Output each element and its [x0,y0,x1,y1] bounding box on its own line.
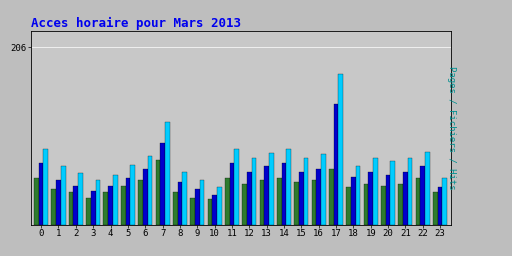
Bar [356,166,360,225]
Bar [91,191,96,225]
Bar [190,198,195,225]
Bar [416,178,420,225]
Bar [329,169,334,225]
Bar [403,172,408,225]
Bar [173,193,178,225]
Bar [138,180,143,225]
Bar [347,187,351,225]
Bar [338,74,343,225]
Bar [56,180,61,225]
Bar [96,180,100,225]
Bar [160,143,165,225]
Bar [442,178,447,225]
Bar [260,180,264,225]
Bar [86,198,91,225]
Bar [398,184,403,225]
Bar [438,187,442,225]
Bar [373,158,378,225]
Bar [156,161,160,225]
Bar [264,166,269,225]
Bar [247,172,252,225]
Bar [178,182,182,225]
Bar [69,193,74,225]
Bar [51,189,56,225]
Bar [269,153,274,225]
Bar [212,195,217,225]
Bar [242,184,247,225]
Bar [364,184,369,225]
Bar [225,178,229,225]
Bar [147,156,152,225]
Bar [277,178,282,225]
Bar [44,149,48,225]
Bar [381,186,386,225]
Y-axis label: Pages / Fichiers / Hits: Pages / Fichiers / Hits [447,66,456,190]
Bar [312,180,316,225]
Bar [304,158,308,225]
Bar [130,165,135,225]
Bar [351,177,356,225]
Text: Acces horaire pour Mars 2013: Acces horaire pour Mars 2013 [31,16,241,29]
Bar [234,149,239,225]
Bar [207,199,212,225]
Bar [425,152,430,225]
Bar [294,182,299,225]
Bar [252,158,257,225]
Bar [165,122,169,225]
Bar [103,193,108,225]
Bar [182,172,187,225]
Bar [299,172,304,225]
Bar [369,172,373,225]
Bar [282,163,286,225]
Bar [74,186,78,225]
Bar [78,173,83,225]
Bar [334,104,338,225]
Bar [386,175,391,225]
Bar [143,169,147,225]
Bar [61,166,66,225]
Bar [286,149,291,225]
Bar [121,186,125,225]
Bar [420,166,425,225]
Bar [125,178,130,225]
Bar [195,189,200,225]
Bar [433,193,438,225]
Bar [108,186,113,225]
Bar [316,169,321,225]
Bar [229,163,234,225]
Bar [34,178,39,225]
Bar [391,161,395,225]
Bar [408,158,413,225]
Bar [321,154,326,225]
Bar [200,180,204,225]
Bar [39,163,44,225]
Bar [113,175,118,225]
Bar [217,187,222,225]
